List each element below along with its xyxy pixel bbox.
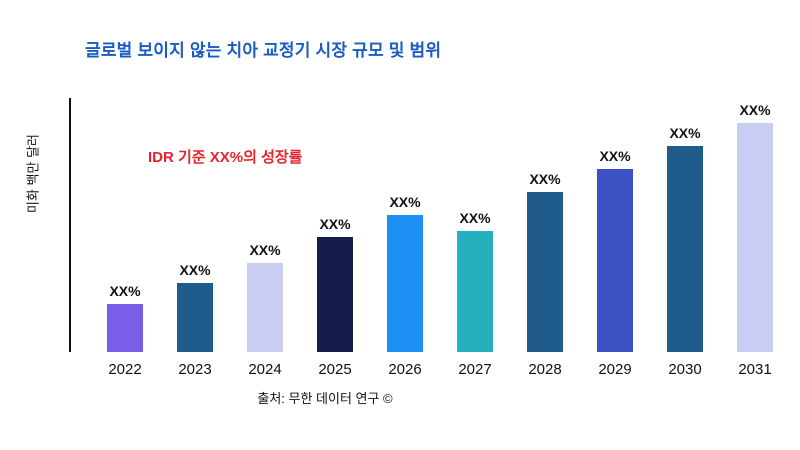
bar-2023	[177, 283, 213, 352]
bar-2031	[737, 123, 773, 352]
bar-2024	[247, 263, 283, 352]
bar-value-label: XX%	[739, 102, 771, 118]
x-tick-label: 2029	[598, 360, 632, 378]
bar-value-label: XX%	[459, 210, 491, 226]
bar-value-label: XX%	[599, 148, 631, 164]
x-tick-label: 2025	[318, 360, 352, 378]
bar-group: XX% 2029	[580, 96, 650, 384]
x-tick-label: 2026	[388, 360, 422, 378]
bar-2029	[597, 169, 633, 352]
source-note: 출처: 무한 데이터 연구 ©	[257, 391, 393, 406]
chart-title: 글로벌 보이지 않는 치아 교정기 시장 규모 및 범위	[85, 41, 442, 60]
x-tick-label: 2022	[108, 360, 142, 378]
bar-group: XX% 2031	[720, 96, 790, 384]
bar-2028	[527, 192, 563, 352]
growth-annotation: IDR 기준 XX%의 성장률	[148, 149, 303, 166]
bar-value-label: XX%	[319, 216, 351, 232]
bar-value-label: XX%	[109, 283, 141, 299]
bar-group: XX% 2030	[650, 96, 720, 384]
bar-group: XX% 2027	[440, 96, 510, 384]
bar-value-label: XX%	[529, 171, 561, 187]
bar-2025	[317, 237, 353, 352]
bar-group: XX% 2028	[510, 96, 580, 384]
x-tick-label: 2023	[178, 360, 212, 378]
bar-value-label: XX%	[389, 194, 421, 210]
bar-group: XX% 2022	[90, 96, 160, 384]
bar-value-label: XX%	[669, 125, 701, 141]
y-axis-label: 미화 백만 달러	[25, 134, 41, 213]
bar-2026	[387, 215, 423, 352]
plot-area: XX% 2022 XX% 2023 XX% 2024 XX% 2025 XX% 2026 XX% 20…	[90, 96, 790, 384]
x-tick-label: 2031	[738, 360, 772, 378]
x-tick-label: 2028	[528, 360, 562, 378]
bar-2027	[457, 231, 493, 352]
bar-group: XX% 2023	[160, 96, 230, 384]
bar-value-label: XX%	[249, 242, 281, 258]
bar-2022	[107, 304, 143, 352]
x-tick-label: 2024	[248, 360, 282, 378]
bar-2030	[667, 146, 703, 352]
bar-value-label: XX%	[179, 262, 211, 278]
bar-group: XX% 2026	[370, 96, 440, 384]
bar-group: XX% 2025	[300, 96, 370, 384]
x-tick-label: 2030	[668, 360, 702, 378]
y-axis-line	[69, 98, 71, 352]
x-tick-label: 2027	[458, 360, 492, 378]
bar-group: XX% 2024	[230, 96, 300, 384]
